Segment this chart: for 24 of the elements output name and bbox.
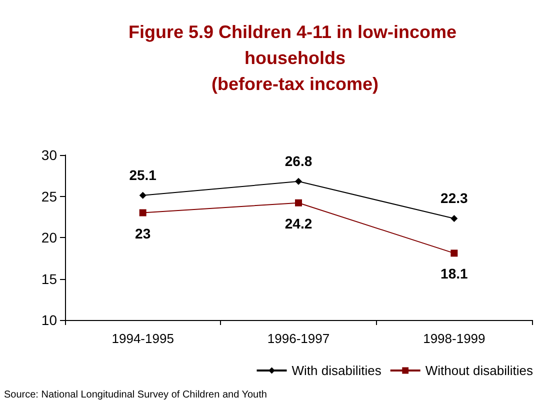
y-tick-label: 15: [41, 270, 58, 287]
point: [450, 215, 458, 222]
data-label: 18.1: [440, 266, 468, 282]
data-label: 23: [135, 225, 151, 242]
data-label: 22.3: [440, 190, 468, 206]
legend-label: Without disabilities: [425, 363, 534, 378]
data-label: 25.1: [129, 166, 157, 183]
y-tick-label: 10: [41, 312, 58, 328]
point: [295, 199, 302, 206]
point: [450, 250, 458, 257]
y-tick-label: 20: [41, 230, 58, 246]
x-tick-label: 1994-1995: [112, 331, 174, 346]
y-tick-label: 30: [41, 147, 58, 163]
point: [295, 178, 302, 185]
chart-title: Figure 5.9 Children 4-11 in low-income households (before-tax income): [128, 22, 462, 94]
point: [139, 209, 146, 216]
source-note: Source: National Longitudinal Survey of Children and Youth: [4, 390, 267, 400]
data-label: 26.8: [284, 152, 312, 169]
point: [139, 192, 146, 199]
y-tick-label: 25: [41, 188, 58, 204]
x-tick-label: 1998-1999: [423, 331, 486, 346]
data-label: 24.2: [284, 215, 312, 232]
x-tick-label: 1996-1997: [267, 331, 330, 346]
legend-label: With disabilities: [292, 363, 382, 378]
